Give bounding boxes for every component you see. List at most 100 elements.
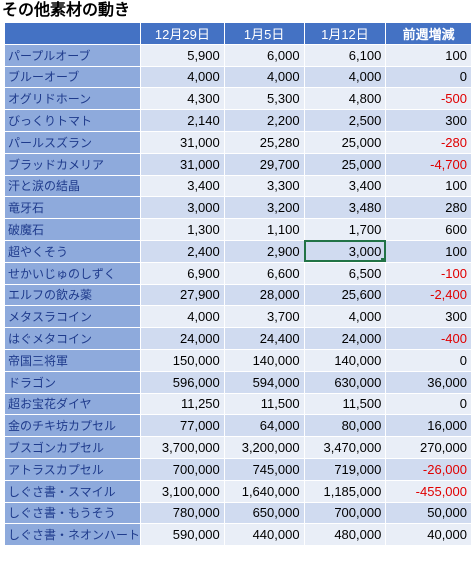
- diff-cell[interactable]: 600: [385, 218, 472, 241]
- price-cell-date-2[interactable]: 745,000: [223, 457, 305, 481]
- diff-cell[interactable]: -500: [385, 87, 472, 111]
- price-cell-date-3[interactable]: 140,000: [303, 348, 387, 372]
- price-cell-date-2[interactable]: 3,300: [223, 174, 305, 198]
- price-cell-date-3[interactable]: 6,500: [303, 261, 387, 285]
- price-cell-date-2[interactable]: 6,600: [223, 261, 305, 285]
- diff-cell[interactable]: 270,000: [385, 436, 472, 459]
- price-cell-date-1[interactable]: 6,900: [140, 261, 225, 285]
- price-cell-date-3[interactable]: 24,000: [303, 327, 387, 350]
- price-cell-date-3[interactable]: 480,000: [303, 523, 387, 547]
- price-cell-date-2[interactable]: 3,200,000: [223, 436, 305, 459]
- material-name-cell[interactable]: ドラゴン: [3, 370, 142, 394]
- material-name-cell[interactable]: ブラッドカメリア: [3, 152, 142, 176]
- price-cell-date-3[interactable]: 2,500: [303, 109, 387, 132]
- price-cell-date-1[interactable]: 700,000: [140, 457, 225, 481]
- material-name-cell[interactable]: 帝国三将軍: [3, 348, 142, 372]
- price-cell-date-2[interactable]: 140,000: [223, 348, 305, 372]
- diff-cell[interactable]: 0: [385, 392, 472, 416]
- diff-cell[interactable]: 50,000: [385, 501, 472, 525]
- price-cell-date-3[interactable]: 3,470,000: [303, 436, 387, 459]
- price-cell-date-2[interactable]: 1,100: [223, 218, 305, 241]
- price-cell-date-1[interactable]: 3,700,000: [140, 436, 225, 459]
- price-cell-date-3[interactable]: 25,000: [303, 152, 387, 176]
- price-cell-date-2[interactable]: 25,280: [223, 130, 305, 154]
- price-cell-date-2[interactable]: 4,000: [223, 65, 305, 89]
- material-name-cell[interactable]: オグリドホーン: [3, 87, 142, 111]
- header-date-2[interactable]: 1月5日: [223, 22, 305, 45]
- price-cell-date-1[interactable]: 3,400: [140, 174, 225, 198]
- material-name-cell[interactable]: 破魔石: [3, 218, 142, 241]
- price-cell-date-3[interactable]: 3,400: [303, 174, 387, 198]
- price-cell-date-3[interactable]: 4,000: [303, 65, 387, 89]
- diff-cell[interactable]: 100: [385, 43, 472, 67]
- price-cell-date-1[interactable]: 24,000: [140, 327, 225, 350]
- diff-cell[interactable]: -100: [385, 261, 472, 285]
- price-cell-date-2[interactable]: 2,200: [223, 109, 305, 132]
- price-cell-date-3[interactable]: 719,000: [303, 457, 387, 481]
- material-name-cell[interactable]: しぐさ書・ネオンハート: [3, 523, 142, 547]
- price-cell-date-1[interactable]: 780,000: [140, 501, 225, 525]
- diff-cell[interactable]: 280: [385, 196, 472, 220]
- price-cell-date-3[interactable]: 80,000: [303, 414, 387, 438]
- header-diff[interactable]: 前週増減: [385, 22, 472, 45]
- diff-cell[interactable]: 100: [385, 239, 472, 263]
- material-name-cell[interactable]: 金のチキ坊カプセル: [3, 414, 142, 438]
- price-cell-date-2[interactable]: 11,500: [223, 392, 305, 416]
- material-name-cell[interactable]: 超やくそう: [3, 239, 142, 263]
- material-name-cell[interactable]: ブスゴンカプセル: [3, 436, 142, 459]
- material-name-cell[interactable]: パールスズラン: [3, 130, 142, 154]
- price-cell-date-1[interactable]: 31,000: [140, 152, 225, 176]
- material-name-cell[interactable]: しぐさ書・スマイル: [3, 479, 142, 503]
- price-cell-date-3[interactable]: 700,000: [303, 501, 387, 525]
- price-cell-date-1[interactable]: 150,000: [140, 348, 225, 372]
- price-cell-date-1[interactable]: 3,100,000: [140, 479, 225, 503]
- diff-cell[interactable]: 36,000: [385, 370, 472, 394]
- price-cell-date-2[interactable]: 1,640,000: [223, 479, 305, 503]
- diff-cell[interactable]: 0: [385, 65, 472, 89]
- diff-cell[interactable]: 16,000: [385, 414, 472, 438]
- price-cell-date-3[interactable]: 4,000: [303, 305, 387, 329]
- diff-cell[interactable]: -400: [385, 327, 472, 350]
- price-cell-date-2[interactable]: 64,000: [223, 414, 305, 438]
- price-cell-date-3[interactable]: 25,000: [303, 130, 387, 154]
- diff-cell[interactable]: -26,000: [385, 457, 472, 481]
- material-name-cell[interactable]: メタスラコイン: [3, 305, 142, 329]
- price-cell-date-1[interactable]: 5,900: [140, 43, 225, 67]
- price-cell-date-3[interactable]: 630,000: [303, 370, 387, 394]
- price-cell-date-2[interactable]: 3,200: [223, 196, 305, 220]
- price-cell-date-2[interactable]: 3,700: [223, 305, 305, 329]
- price-cell-date-1[interactable]: 4,000: [140, 65, 225, 89]
- price-cell-date-2[interactable]: 24,400: [223, 327, 305, 350]
- price-cell-date-2[interactable]: 2,900: [223, 239, 305, 263]
- material-name-cell[interactable]: 超お宝花ダイヤ: [3, 392, 142, 416]
- price-cell-date-1[interactable]: 4,000: [140, 305, 225, 329]
- diff-cell[interactable]: 100: [385, 174, 472, 198]
- header-date-1[interactable]: 12月29日: [140, 22, 225, 45]
- material-name-cell[interactable]: せかいじゅのしずく: [3, 261, 142, 285]
- price-cell-date-3[interactable]: 11,500: [303, 392, 387, 416]
- price-cell-date-3[interactable]: 1,185,000: [303, 479, 387, 503]
- price-cell-date-1[interactable]: 1,300: [140, 218, 225, 241]
- material-name-cell[interactable]: パープルオーブ: [3, 43, 142, 67]
- diff-cell[interactable]: 0: [385, 348, 472, 372]
- diff-cell[interactable]: -4,700: [385, 152, 472, 176]
- price-cell-date-1[interactable]: 2,400: [140, 239, 225, 263]
- material-name-cell[interactable]: しぐさ書・もうそう: [3, 501, 142, 525]
- material-name-cell[interactable]: 竜牙石: [3, 196, 142, 220]
- price-cell-date-2[interactable]: 29,700: [223, 152, 305, 176]
- price-cell-date-1[interactable]: 3,000: [140, 196, 225, 220]
- header-name[interactable]: [3, 22, 142, 45]
- price-cell-date-2[interactable]: 594,000: [223, 370, 305, 394]
- price-cell-date-2[interactable]: 5,300: [223, 87, 305, 111]
- diff-cell[interactable]: 300: [385, 109, 472, 132]
- header-date-3[interactable]: 1月12日: [303, 22, 387, 45]
- material-name-cell[interactable]: 汗と涙の結晶: [3, 174, 142, 198]
- price-cell-date-3[interactable]: 4,800: [303, 87, 387, 111]
- material-name-cell[interactable]: びっくりトマト: [3, 109, 142, 132]
- material-name-cell[interactable]: エルフの飲み薬: [3, 283, 142, 307]
- price-cell-date-3[interactable]: 1,700: [303, 218, 387, 241]
- price-cell-date-3[interactable]: 3,480: [303, 196, 387, 220]
- material-name-cell[interactable]: ブルーオーブ: [3, 65, 142, 89]
- price-cell-date-1[interactable]: 27,900: [140, 283, 225, 307]
- diff-cell[interactable]: -455,000: [385, 479, 472, 503]
